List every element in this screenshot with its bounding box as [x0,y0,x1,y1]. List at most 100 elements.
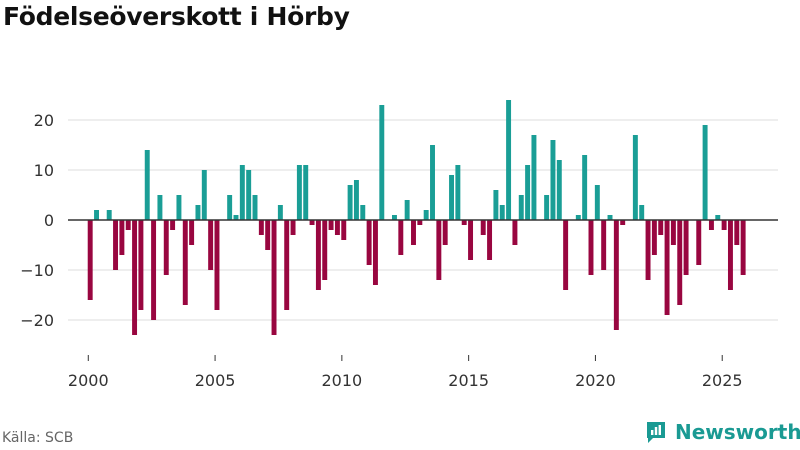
x-tick-label: 2015 [448,371,489,390]
bar [119,220,125,255]
bar [246,170,252,220]
bar [449,175,454,220]
bar [512,220,518,245]
chart-title: Födelseöverskott i Hörby [3,2,350,31]
bar [163,220,169,275]
bar [379,105,385,220]
x-tick-label: 2005 [195,371,236,390]
bar [683,220,689,275]
bar [252,195,258,220]
bar [493,190,499,220]
bar [677,220,683,305]
bar [436,220,442,280]
bar [182,220,188,305]
bar [366,220,372,265]
bar [303,165,309,220]
bar [360,205,366,220]
bar [430,145,435,220]
bar [157,195,163,220]
bar [499,205,505,220]
bar [518,195,524,220]
bar [740,220,746,275]
bar [176,195,182,220]
bar [315,220,321,290]
bar [651,220,657,255]
bar [531,135,537,220]
bar [214,220,220,310]
brand-name: Newsworthy [675,420,800,444]
bar [715,215,721,220]
bar [106,210,112,220]
x-tick-label: 2025 [702,371,743,390]
bar [334,220,340,235]
bar [233,215,239,220]
source-note: Källa: SCB [2,430,74,446]
bar [594,185,600,220]
bar [125,220,131,230]
y-axis-ticks: −20 −10 0 10 20 [20,111,54,330]
bar [563,220,569,290]
bar [94,210,99,220]
bar [601,220,607,270]
bar [132,220,138,335]
bar-chart: −20 −10 0 10 20 2000 2005 2010 2015 2020 2025 [20,100,778,390]
chart-logo-icon [647,422,665,443]
brand-logo[interactable]: Newsworthy [645,420,800,444]
bar [290,220,296,235]
bar [138,220,144,310]
bar [347,185,353,220]
bar [664,220,670,315]
bar [277,205,283,220]
bar [525,165,531,220]
bar [322,220,328,280]
bar [544,195,550,220]
bar [227,195,233,220]
bar [556,160,562,220]
bar [284,220,290,310]
bar [727,220,733,290]
y-tick-label: 0 [44,211,54,230]
bar [353,180,359,220]
bar [265,220,271,250]
bar [506,100,512,220]
bar [582,155,588,220]
bar [442,220,448,245]
bar [404,200,410,220]
bar [607,215,613,220]
bar [620,220,626,225]
bar [170,220,176,230]
bar [239,165,245,220]
x-tick-label: 2000 [68,371,109,390]
bar [721,220,727,230]
bar [87,220,93,300]
bar [588,220,594,275]
bar [341,220,347,240]
bar [151,220,157,320]
bar [658,220,664,235]
bar [392,215,397,220]
bar [417,220,423,225]
bar [708,220,714,230]
bar [411,220,416,245]
bar [398,220,404,255]
bar [702,125,708,220]
y-tick-label: 20 [34,111,54,130]
bar [696,220,702,265]
bar [271,220,277,335]
bar [632,135,638,220]
x-tick-label: 2020 [575,371,616,390]
x-tick-label: 2010 [321,371,362,390]
bar [296,165,302,220]
bar [468,220,474,260]
bar [423,210,429,220]
bar [487,220,493,260]
x-axis-ticks: 2000 2005 2010 2015 2020 2025 [68,355,743,390]
bar [455,165,461,220]
bar [550,140,556,220]
bar [613,220,619,330]
bar [480,220,486,235]
bar [372,220,378,285]
bar [309,220,315,225]
bar [208,220,214,270]
bars [87,100,746,335]
